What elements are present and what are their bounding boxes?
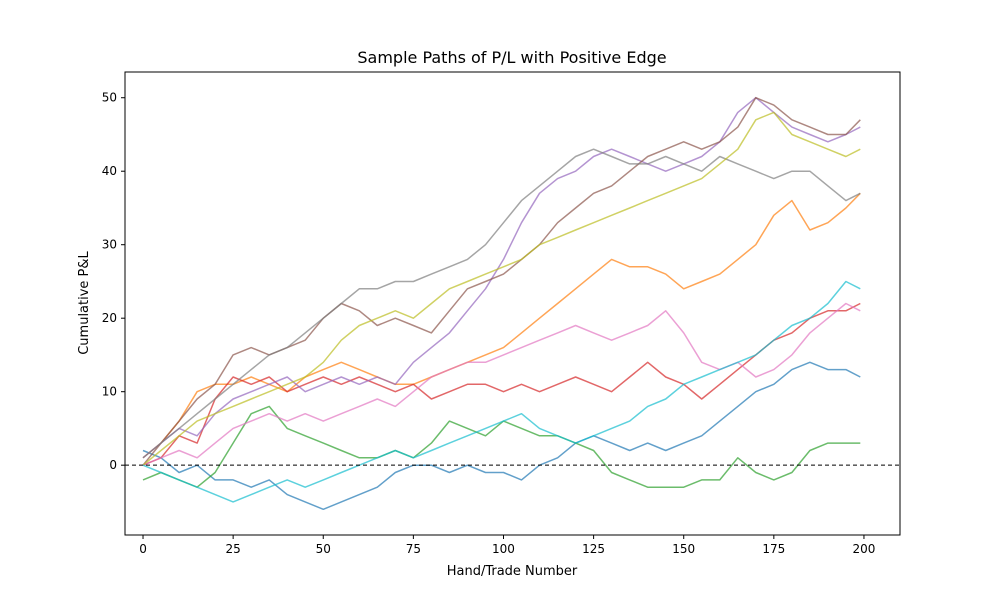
series-line-8 bbox=[142, 148, 861, 459]
y-tick-label: 40 bbox=[102, 164, 117, 178]
series-line-7 bbox=[142, 302, 861, 466]
series-line-6 bbox=[142, 96, 861, 466]
x-tick-label: 175 bbox=[762, 542, 785, 556]
x-tick-label: 125 bbox=[582, 542, 605, 556]
series-layer bbox=[142, 96, 861, 511]
axes-frame bbox=[124, 71, 901, 536]
series-line-4 bbox=[142, 302, 861, 466]
x-tick-label: 25 bbox=[225, 542, 240, 556]
y-tick-label: 50 bbox=[102, 91, 117, 105]
y-tick-label: 0 bbox=[109, 458, 117, 472]
y-tick-label: 30 bbox=[102, 238, 117, 252]
x-tick-label: 75 bbox=[406, 542, 421, 556]
y-tick-label: 20 bbox=[102, 311, 117, 325]
y-tick-label: 10 bbox=[102, 385, 117, 399]
x-tick-label: 150 bbox=[672, 542, 695, 556]
x-axis-label: Hand/Trade Number bbox=[447, 564, 578, 579]
x-tick-label: 0 bbox=[139, 542, 147, 556]
series-line-5 bbox=[142, 96, 861, 459]
x-tick-label: 100 bbox=[492, 542, 515, 556]
x-tick-label: 50 bbox=[316, 542, 331, 556]
plot-area: 0 25 50 75 100 125 150 175 200 0 10 20 30 40 50 bbox=[102, 71, 901, 556]
y-axis-label: Cumulative P&L bbox=[77, 250, 92, 354]
chart-title: Sample Paths of P/L with Positive Edge bbox=[357, 48, 666, 67]
series-line-2 bbox=[142, 192, 861, 459]
series-line-10 bbox=[142, 280, 861, 503]
x-axis-ticks: 0 25 50 75 100 125 150 175 200 bbox=[139, 535, 875, 556]
series-line-1 bbox=[142, 361, 861, 511]
y-axis-ticks: 0 10 20 30 40 50 bbox=[102, 91, 125, 472]
x-tick-label: 200 bbox=[853, 542, 876, 556]
series-line-9 bbox=[142, 111, 861, 466]
